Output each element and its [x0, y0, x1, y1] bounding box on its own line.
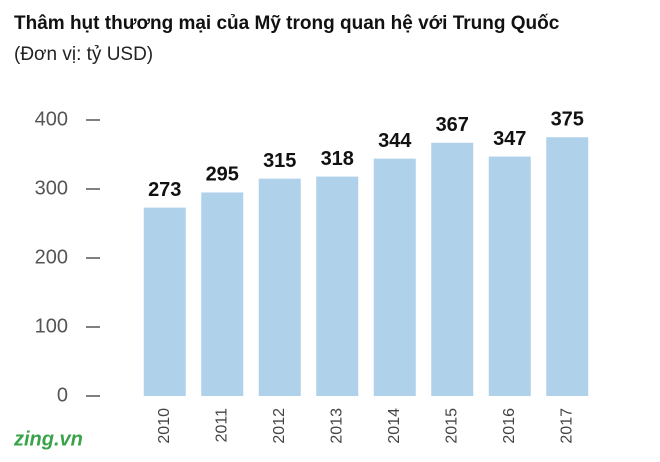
data-label: 367 [436, 114, 469, 136]
chart-title: Thâm hụt thương mại của Mỹ trong quan hệ… [14, 13, 560, 34]
x-tick-label: 2014 [386, 408, 403, 444]
data-label: 344 [378, 130, 412, 152]
bar [546, 137, 589, 396]
bar [143, 207, 186, 396]
x-tick-label: 2016 [501, 408, 518, 444]
y-tick-label: 100 [35, 315, 68, 337]
x-tick-label: 2015 [443, 408, 460, 444]
data-label: 347 [493, 128, 526, 150]
bar [431, 142, 474, 396]
x-tick-label: 2011 [213, 408, 230, 443]
x-tick-label: 2012 [271, 408, 288, 444]
x-tick-label: 2013 [328, 408, 345, 444]
bar [488, 156, 531, 396]
data-label: 318 [321, 148, 354, 170]
y-tick-label: 0 [57, 384, 68, 406]
bar [316, 176, 359, 396]
y-tick-label: 200 [35, 246, 68, 268]
chart-subtitle: (Đơn vị: tỷ USD) [14, 44, 153, 65]
x-tick-label: 2010 [156, 408, 173, 444]
data-label: 273 [148, 179, 181, 201]
data-label: 315 [263, 150, 296, 172]
bar [373, 158, 416, 396]
y-tick-label: 400 [35, 108, 68, 130]
logo: zing.vn [13, 428, 83, 450]
bar [201, 192, 244, 396]
bar [258, 178, 301, 396]
data-label: 375 [551, 109, 584, 131]
x-tick-label: 2017 [558, 408, 575, 444]
y-tick-label: 300 [35, 177, 68, 199]
data-label: 295 [206, 164, 239, 186]
